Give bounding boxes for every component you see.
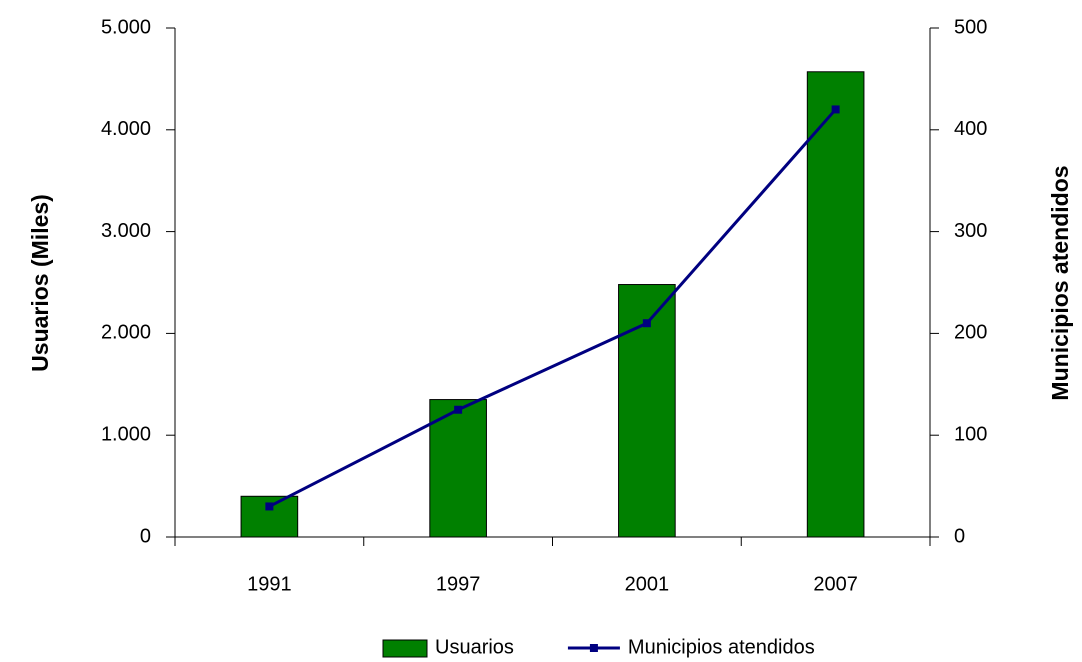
y-tick-label: 5.000 bbox=[101, 16, 151, 38]
y-tick-label: 4.000 bbox=[101, 118, 151, 140]
y2-tick-label: 400 bbox=[954, 118, 987, 140]
x-tick-label: 1997 bbox=[436, 573, 481, 595]
line-marker bbox=[831, 105, 840, 114]
y-tick-label: 0 bbox=[140, 525, 151, 547]
y2-tick-label: 300 bbox=[954, 220, 987, 242]
x-tick-label: 2001 bbox=[625, 573, 670, 595]
x-tick-label: 1991 bbox=[247, 573, 292, 595]
legend-swatch bbox=[382, 639, 428, 658]
x-tick-label: 2007 bbox=[813, 573, 858, 595]
y-tick-label: 1.000 bbox=[101, 423, 151, 445]
bar bbox=[806, 71, 865, 538]
legend-label: Usuarios bbox=[435, 636, 514, 658]
y2-tick-label: 200 bbox=[954, 322, 987, 344]
bar bbox=[240, 495, 299, 538]
line-marker bbox=[454, 405, 463, 414]
y-tick-label: 3.000 bbox=[101, 220, 151, 242]
legend-label: Municipios atendidos bbox=[628, 636, 815, 658]
y2-tick-label: 0 bbox=[954, 525, 965, 547]
legend-marker bbox=[589, 644, 598, 652]
line bbox=[268, 108, 837, 508]
y-axis-title: Usuarios (Miles) bbox=[27, 194, 53, 372]
line-marker bbox=[265, 502, 274, 511]
y2-tick-label: 500 bbox=[954, 16, 987, 38]
y2-axis-title: Municipios atendidos bbox=[1047, 165, 1073, 400]
bar bbox=[429, 399, 487, 538]
y2-tick-label: 100 bbox=[954, 423, 987, 445]
y-tick-label: 2.000 bbox=[101, 322, 151, 344]
line-marker bbox=[642, 319, 651, 328]
